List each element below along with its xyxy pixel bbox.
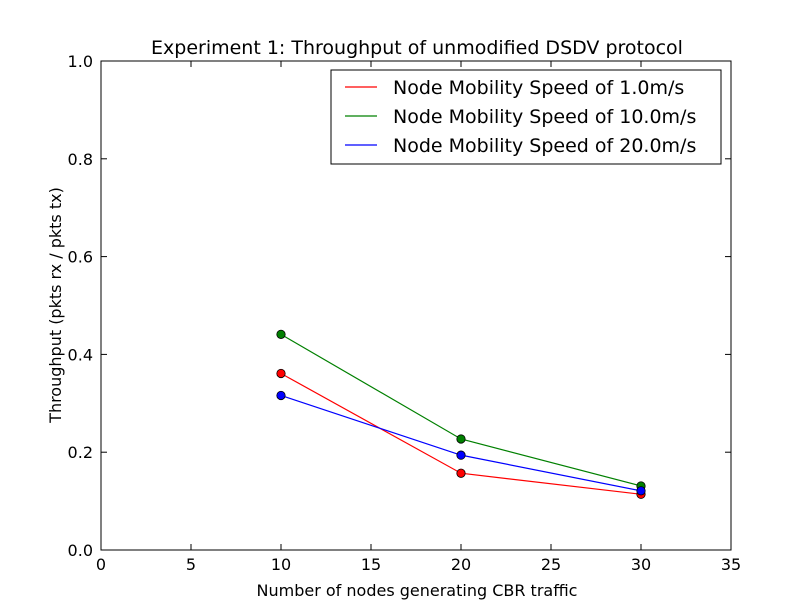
data-point-2-0	[276, 390, 286, 401]
data-point-1-1	[456, 434, 466, 444]
x-axis-label: Number of nodes generating CBR traffic	[257, 581, 578, 600]
plot-frame	[100, 60, 732, 551]
data-point-0-0	[276, 368, 286, 379]
data-point-0-1	[456, 468, 466, 478]
x-tick-label-5: 25	[541, 555, 561, 574]
legend: Node Mobility Speed of 1.0m/s Node Mobili…	[330, 69, 722, 165]
legend-box	[330, 69, 722, 165]
x-tick-label-0: 0	[96, 555, 106, 574]
y-tick-label-2: 0.4	[68, 345, 93, 364]
y-tick-label-3: 0.6	[68, 248, 93, 267]
y-tick-label-5: 1.0	[68, 52, 93, 71]
chart-title: Experiment 1: Throughput of unmodified D…	[151, 37, 683, 59]
x-tick-label-7: 35	[721, 555, 741, 574]
data-point-1-0	[276, 329, 286, 339]
x-tick-label-1: 5	[186, 555, 196, 574]
x-tick-label-2: 10	[271, 555, 291, 574]
legend-label-2: Node Mobility Speed of 20.0m/s	[393, 135, 696, 157]
y-tick-label-0: 0.0	[68, 541, 93, 560]
y-axis-label: Throughput (pkts rx / pkts tx)	[46, 187, 65, 424]
plot-area: 0 5 10 15 20 25 30 35 0.0 0.2 0.4 0.6 0.8 1.0	[68, 52, 742, 574]
legend-label-1: Node Mobility Speed of 10.0m/s	[393, 106, 696, 128]
y-tick-label-1: 0.2	[68, 443, 93, 462]
data-point-2-1	[456, 450, 466, 460]
data-point-2-2	[636, 486, 646, 496]
x-tick-label-6: 30	[631, 555, 651, 574]
series-line-1	[280, 333, 642, 487]
x-tick-label-4: 20	[451, 555, 471, 574]
legend-label-0: Node Mobility Speed of 1.0m/s	[393, 77, 684, 99]
y-tick-label-4: 0.8	[68, 150, 93, 169]
x-tick-label-3: 15	[361, 555, 381, 574]
